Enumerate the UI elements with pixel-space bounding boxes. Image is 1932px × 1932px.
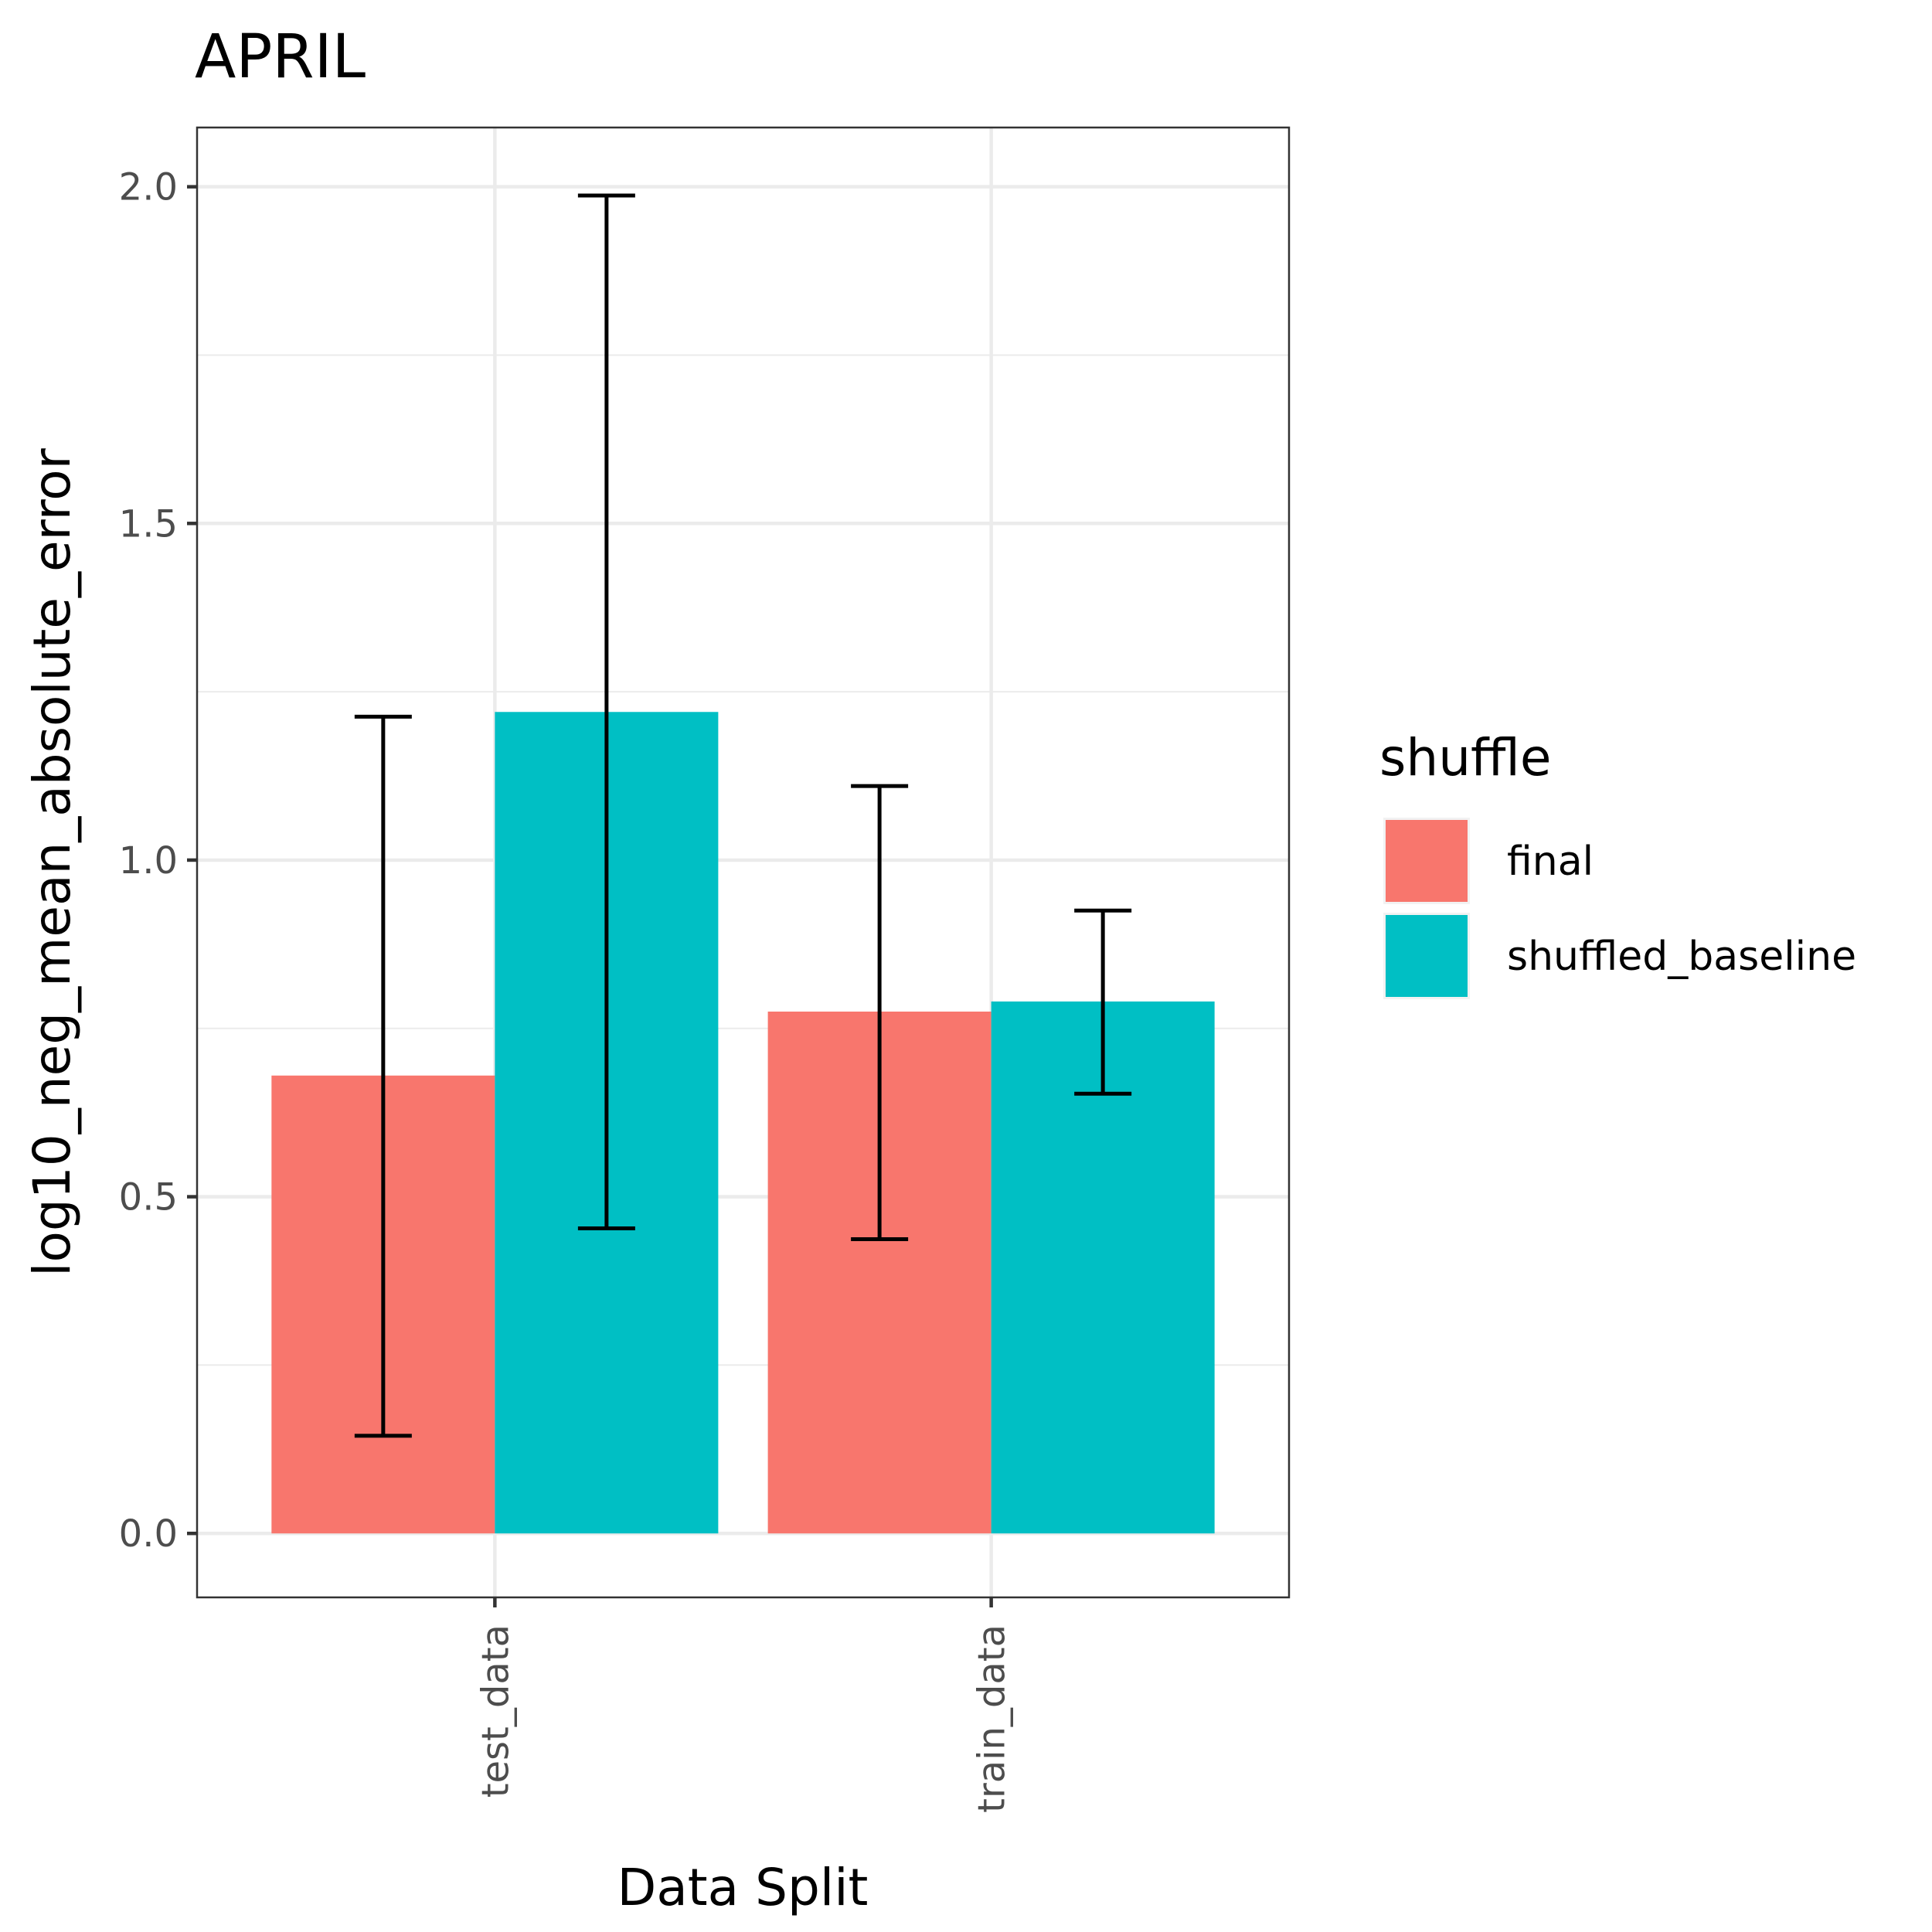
legend-key-shuffled_baseline [1386, 915, 1468, 997]
y-axis-title: log10_neg_mean_absolute_error [22, 447, 82, 1276]
plot-panel-border [196, 126, 1291, 1599]
x-axis: test_data train_data [474, 1597, 1014, 1813]
y-tick-label: 0.0 [119, 1512, 178, 1556]
legend-label-shuffled_baseline: shuffled_baseline [1507, 934, 1856, 980]
x-tick-label: train_data [971, 1624, 1014, 1813]
legend-label-final: final [1507, 838, 1594, 885]
legend: shuffle final shuffled_baseline [1379, 728, 1856, 999]
y-axis: 0.0 0.5 1.0 1.5 2.0 [119, 166, 197, 1556]
legend-key-final [1386, 820, 1468, 902]
y-tick-label: 1.0 [119, 839, 178, 883]
y-tick-label: 0.5 [119, 1176, 178, 1219]
error-bars [354, 193, 1132, 1438]
x-tick-label: test_data [474, 1624, 517, 1798]
legend-title: shuffle [1379, 728, 1551, 787]
y-tick-label: 2.0 [119, 166, 178, 209]
y-tick-label: 1.5 [119, 502, 178, 546]
chart-title: APRIL [195, 22, 366, 92]
x-axis-title: Data Split [617, 1858, 869, 1917]
